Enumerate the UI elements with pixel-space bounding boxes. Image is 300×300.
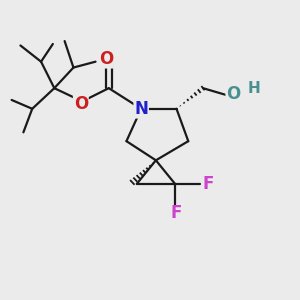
Text: O: O bbox=[99, 50, 113, 68]
Text: H: H bbox=[248, 81, 260, 96]
Text: O: O bbox=[226, 85, 241, 103]
Text: N: N bbox=[134, 100, 148, 118]
Text: F: F bbox=[171, 204, 182, 222]
Text: F: F bbox=[202, 175, 214, 193]
Text: O: O bbox=[74, 95, 88, 113]
